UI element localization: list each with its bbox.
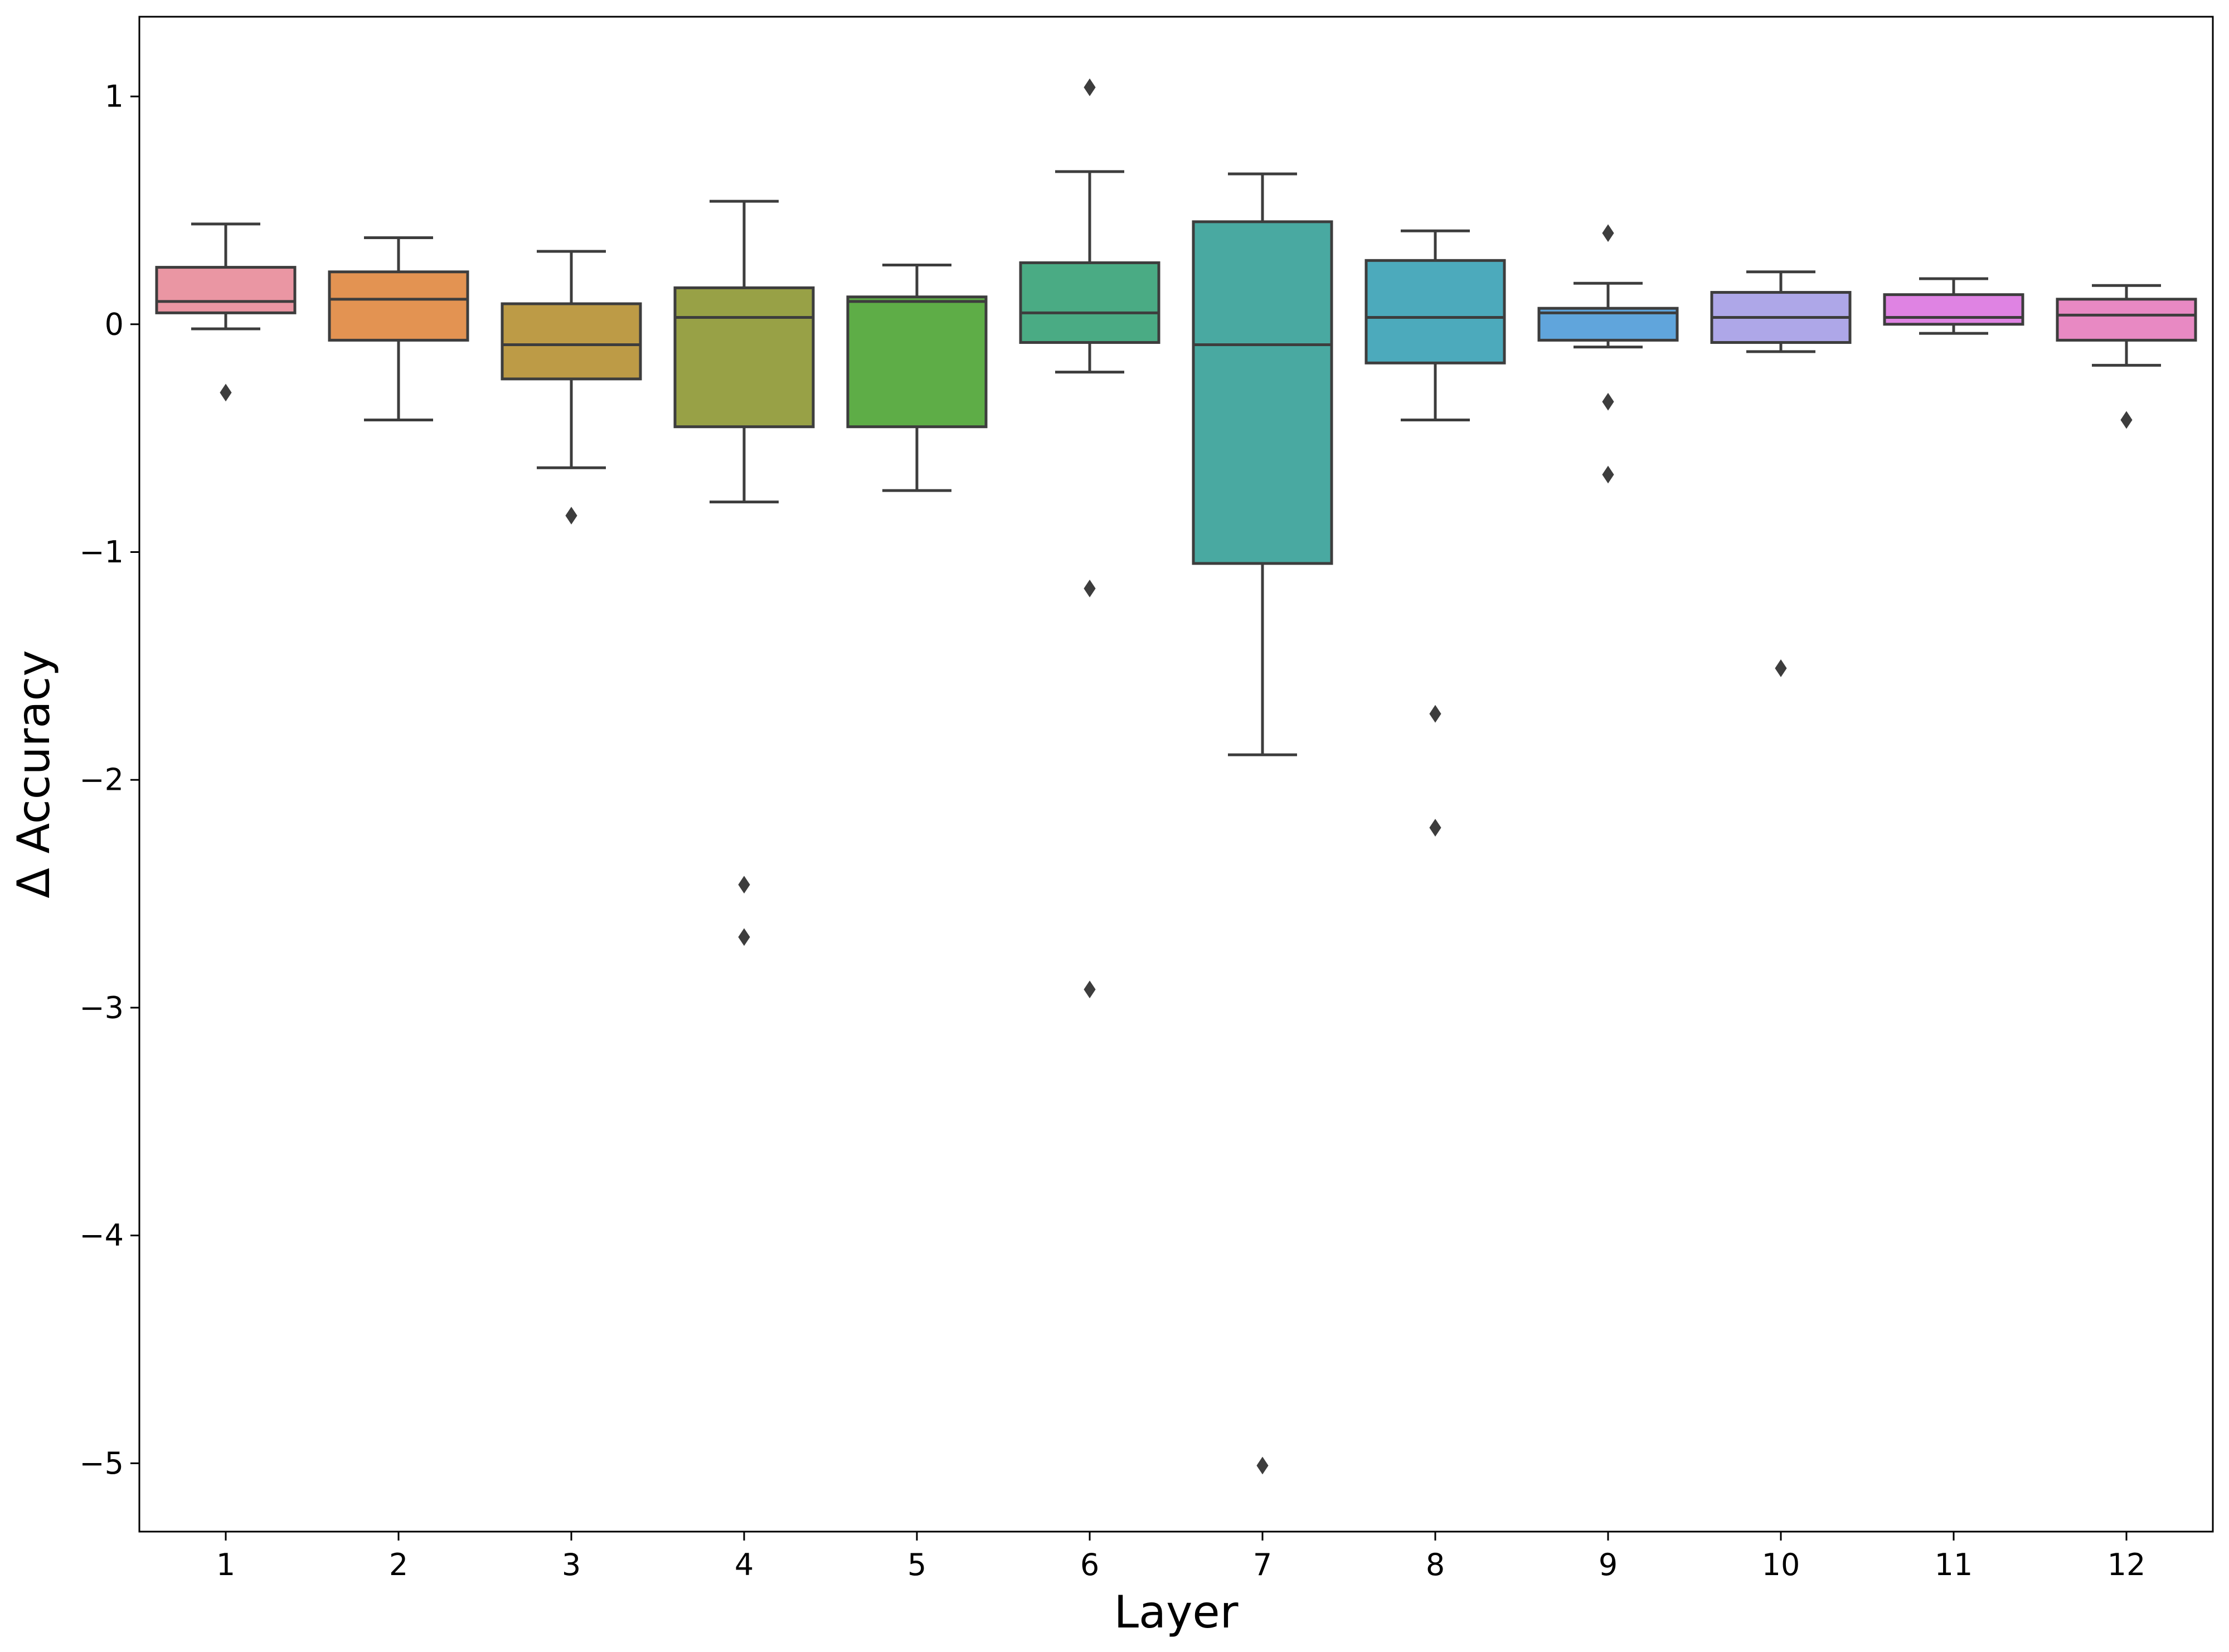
y-tick-label: −5 — [79, 1446, 124, 1481]
x-tick-label: 6 — [1080, 1547, 1099, 1582]
y-tick-label: −2 — [79, 762, 124, 798]
y-tick-label: −3 — [79, 990, 124, 1025]
outlier-point — [1084, 579, 1096, 597]
box-iqr — [328, 270, 469, 342]
y-tick-label: 0 — [105, 307, 124, 342]
outlier-point — [1084, 78, 1096, 96]
x-axis-title: Layer — [1114, 1586, 1238, 1638]
box-layer-1 — [155, 222, 297, 402]
x-axis: 1 2 3 4 5 6 7 8 9 10 11 12 — [216, 1532, 2146, 1582]
outlier-point — [1775, 659, 1787, 677]
y-axis: 1 0 −1 −2 −3 −4 −5 — [79, 79, 139, 1481]
outlier-point — [1429, 819, 1441, 837]
box-iqr — [2056, 298, 2197, 342]
x-tick-label: 1 — [216, 1547, 235, 1582]
box-layer-4 — [673, 200, 815, 946]
x-tick-label: 10 — [1762, 1547, 1800, 1582]
outlier-point — [220, 383, 232, 402]
x-tick-label: 7 — [1253, 1547, 1272, 1582]
box-layer-5 — [846, 264, 988, 492]
y-tick-label: 1 — [105, 79, 124, 114]
boxes-layer — [155, 78, 2197, 1475]
box-layer-7 — [1192, 172, 1333, 1475]
outlier-point — [1602, 224, 1614, 242]
plot-area-frame — [138, 16, 2214, 1533]
x-tick-label: 9 — [1599, 1547, 1618, 1582]
y-tick-label: −1 — [79, 535, 124, 570]
outlier-point — [1084, 980, 1096, 999]
outlier-point — [1256, 1456, 1269, 1475]
box-iqr — [1364, 259, 1506, 365]
box-iqr — [1192, 220, 1333, 565]
y-axis-title: Δ Accuracy — [8, 650, 60, 898]
box-iqr — [673, 286, 815, 429]
box-layer-3 — [501, 250, 642, 525]
box-layer-2 — [328, 236, 469, 421]
x-tick-label: 11 — [1935, 1547, 1973, 1582]
outlier-point — [565, 507, 577, 525]
box-layer-6 — [1019, 78, 1160, 999]
box-iqr — [1883, 293, 2024, 326]
box-iqr — [501, 302, 642, 381]
y-tick-label: −4 — [79, 1218, 124, 1253]
x-tick-label: 8 — [1426, 1547, 1445, 1582]
box-iqr — [155, 266, 297, 314]
x-tick-label: 12 — [2107, 1547, 2146, 1582]
outlier-point — [1602, 392, 1614, 411]
x-tick-label: 2 — [389, 1547, 408, 1582]
box-iqr — [846, 295, 988, 429]
box-layer-9 — [1537, 224, 1679, 484]
outlier-point — [2120, 411, 2133, 429]
outlier-point — [738, 876, 750, 894]
box-layer-8 — [1364, 229, 1506, 837]
x-tick-label: 4 — [735, 1547, 754, 1582]
outlier-point — [1429, 704, 1441, 723]
x-tick-label: 3 — [562, 1547, 581, 1582]
box-layer-11 — [1883, 277, 2024, 335]
box-layer-10 — [1710, 270, 1852, 677]
outlier-point — [738, 928, 750, 946]
x-tick-label: 5 — [907, 1547, 926, 1582]
outlier-point — [1602, 465, 1614, 484]
box-layer-12 — [2056, 284, 2197, 429]
box-iqr — [1019, 261, 1160, 344]
